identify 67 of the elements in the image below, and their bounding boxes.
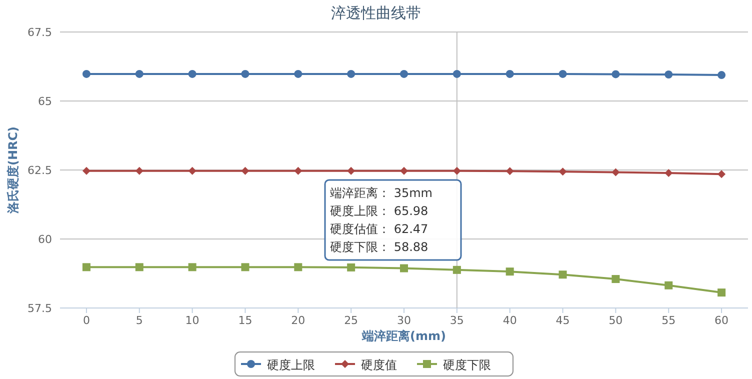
point — [347, 70, 356, 78]
point — [135, 166, 144, 175]
point — [294, 166, 302, 175]
x-tick-label: 10 — [185, 314, 200, 327]
point — [241, 70, 250, 78]
x-tick-label: 40 — [502, 314, 517, 327]
y-tick-label: 62.5 — [28, 164, 52, 177]
point — [188, 70, 196, 78]
point — [241, 166, 250, 175]
annotation: 硬度下限： 58.88 — [330, 240, 428, 254]
point — [135, 70, 144, 78]
x-tick-label: 15 — [238, 314, 252, 327]
annotation: 硬度上限： 65.98 — [330, 204, 428, 218]
point — [82, 166, 90, 175]
point — [347, 263, 356, 272]
point — [718, 170, 726, 178]
x-tick-label: 60 — [714, 314, 729, 327]
point — [558, 270, 567, 279]
point — [664, 169, 673, 178]
point — [612, 275, 620, 284]
point — [506, 167, 514, 176]
x-tick-label: 50 — [608, 314, 623, 327]
point — [718, 71, 726, 80]
x-tick-label: 25 — [344, 314, 358, 327]
y-tick-label: 67.5 — [28, 26, 52, 39]
legend-label: 硬度值 — [361, 358, 397, 372]
point — [188, 166, 196, 175]
point — [347, 166, 356, 175]
point — [135, 263, 144, 272]
point — [558, 70, 567, 78]
point — [664, 70, 673, 79]
point — [294, 263, 302, 272]
point — [82, 70, 90, 78]
point — [400, 166, 408, 175]
point — [294, 70, 302, 78]
point — [612, 70, 620, 78]
x-tick-label: 35 — [450, 314, 464, 327]
legend-label: 硬度上限 — [267, 358, 315, 372]
x-tick-label: 30 — [397, 314, 411, 327]
point — [188, 263, 196, 272]
x-tick-label: 0 — [82, 314, 90, 327]
x-tick-label: 20 — [291, 314, 306, 327]
point — [241, 263, 250, 272]
point — [718, 288, 726, 297]
point — [452, 70, 461, 78]
x-axis-title: 端淬距离(mm) — [361, 329, 446, 343]
y-tick-label: 65 — [38, 95, 52, 108]
point — [506, 70, 514, 78]
legend-label: 硬度下限 — [443, 358, 491, 372]
point — [452, 166, 461, 175]
point — [82, 263, 90, 272]
point — [400, 264, 408, 272]
x-tick-label: 45 — [556, 314, 570, 327]
y-tick-label: 60 — [38, 233, 52, 246]
y-tick-label: 57.5 — [28, 302, 52, 315]
point — [612, 168, 620, 176]
annotation: 端淬距离： 35mm — [330, 186, 432, 200]
point — [664, 281, 673, 290]
y-axis-title: 洛氏硬度(HRC) — [6, 126, 20, 215]
point — [558, 168, 567, 176]
chart-title: 淬透性曲线带 — [331, 4, 421, 22]
x-tick-label: 5 — [136, 314, 143, 327]
x-tick-label: 55 — [662, 314, 676, 327]
annotation: 硬度估值： 62.47 — [330, 222, 428, 236]
point — [400, 70, 408, 78]
point — [506, 268, 514, 276]
point — [452, 266, 461, 274]
